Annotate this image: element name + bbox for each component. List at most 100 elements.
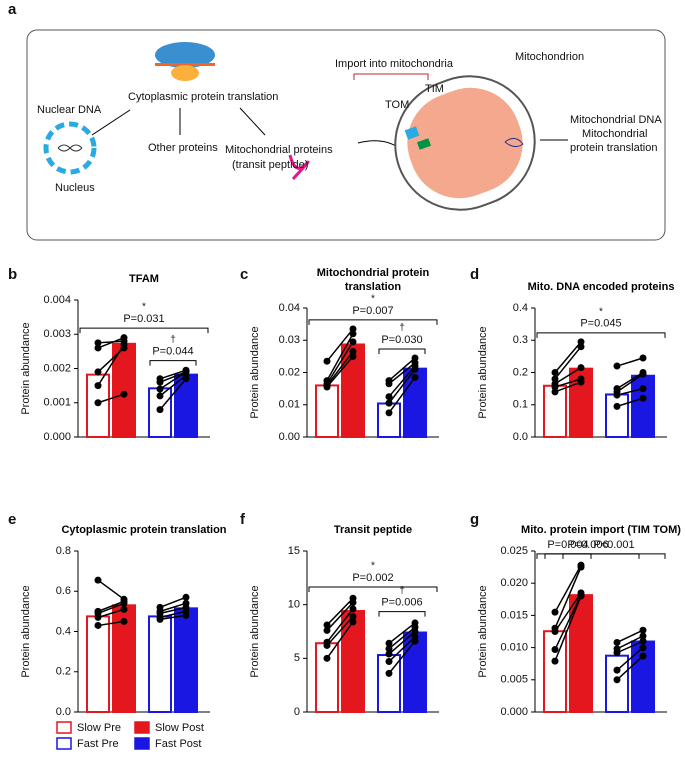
point [639, 632, 647, 640]
point [349, 348, 357, 356]
y-axis-label: Protein abundance [20, 322, 32, 414]
pair-line [554, 592, 582, 632]
pair-line [616, 647, 644, 671]
chart-title: Mito. protein import (TIM TOM) [521, 524, 681, 536]
point [385, 380, 393, 388]
point [120, 341, 128, 349]
chart-title: Cytoplasmic protein translation [61, 524, 227, 536]
point [349, 330, 357, 338]
chart-title: Transit peptide [333, 524, 413, 536]
significance-mark: † [399, 585, 405, 596]
point [156, 406, 164, 414]
point [120, 617, 128, 625]
point [385, 399, 393, 407]
legend-label: Fast Post [155, 738, 201, 750]
point [613, 649, 621, 657]
point [323, 621, 331, 629]
significance-mark: * [599, 306, 603, 317]
point [385, 393, 393, 401]
pair-line [326, 351, 354, 386]
pair-line [554, 381, 582, 393]
y-tick-label: 10 [288, 599, 300, 611]
pair-line [97, 393, 125, 404]
pair-line [159, 610, 187, 619]
point [349, 352, 357, 360]
point [120, 334, 128, 342]
point [94, 576, 102, 584]
y-tick-label: 0.2 [56, 666, 71, 678]
y-tick-label: 0.003 [43, 328, 71, 340]
pair-line [616, 357, 644, 367]
point [551, 383, 559, 391]
point [94, 621, 102, 629]
pair-line [388, 640, 416, 674]
y-tick-label: 0.010 [500, 642, 528, 654]
chart-title: Mitochondrial protein translation [316, 267, 430, 293]
p-value: P=0.002 [352, 572, 393, 584]
pair-line [554, 378, 582, 388]
point [120, 605, 128, 613]
point [551, 646, 559, 654]
point [385, 639, 393, 647]
pair-line [388, 376, 416, 414]
diagram-label: Nucleus [55, 182, 95, 194]
bracket [562, 553, 666, 559]
point [639, 354, 647, 362]
point [156, 615, 164, 623]
point [577, 378, 585, 386]
pair-line [159, 606, 187, 615]
bar [315, 384, 339, 438]
point [156, 392, 164, 400]
significance-mark: † [170, 334, 176, 345]
pair-line [388, 365, 416, 398]
legend-swatch [56, 737, 72, 750]
pair-line [159, 374, 187, 397]
p-value: P=0.031 [123, 313, 164, 325]
panel-label: g [470, 511, 479, 528]
point [551, 388, 559, 396]
panel-label: a [8, 1, 17, 18]
y-tick-label: 15 [288, 545, 300, 557]
pair-line [388, 636, 416, 663]
pair-line [326, 597, 354, 626]
point [577, 338, 585, 346]
pair-line [616, 387, 644, 396]
legend-label: Slow Pre [77, 722, 121, 734]
point [613, 391, 621, 399]
point [385, 669, 393, 677]
point [323, 626, 331, 634]
y-tick-label: 0.004 [43, 294, 71, 306]
bracket [149, 360, 197, 366]
diagram-label: protein translation [570, 142, 657, 154]
point [411, 373, 419, 381]
point [411, 354, 419, 362]
dna-icon [57, 144, 83, 152]
pair-line [616, 397, 644, 408]
y-tick-label: 0.020 [500, 577, 528, 589]
point [577, 563, 585, 571]
point [120, 390, 128, 398]
diagram-label: Mitochondrial proteins [225, 144, 333, 156]
pair-line [326, 621, 354, 659]
significance-mark: * [142, 302, 146, 313]
pair-line [97, 600, 125, 613]
y-axis-label: Protein abundance [249, 326, 261, 418]
pair-line [554, 346, 582, 380]
point [411, 628, 419, 635]
point [94, 344, 102, 352]
point [613, 676, 621, 684]
y-tick-label: 0.002 [43, 362, 71, 374]
ribosome-large [155, 42, 215, 68]
peptide-icon [288, 154, 310, 181]
legend-swatch [134, 721, 150, 734]
diagram-label: Other proteins [148, 142, 218, 154]
panel-label: d [470, 266, 479, 283]
diagram-label: Mitochondrial [582, 128, 647, 140]
pair-line [97, 340, 125, 344]
arrow [91, 109, 131, 136]
panel-label: e [8, 511, 16, 528]
bracket [378, 348, 426, 354]
pair-line [554, 594, 582, 650]
